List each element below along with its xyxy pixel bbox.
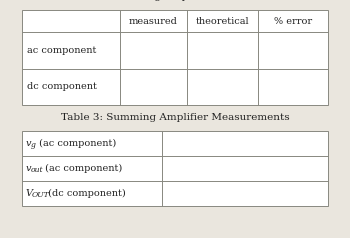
Text: g: g (30, 141, 35, 149)
Text: out: out (30, 166, 43, 174)
Text: V: V (26, 189, 33, 198)
Text: dc component: dc component (27, 82, 97, 91)
Text: Table 3: Summing Amplifier Measurements: Table 3: Summing Amplifier Measurements (61, 113, 289, 122)
Text: (ac component): (ac component) (36, 139, 116, 148)
Text: v: v (26, 164, 32, 173)
Text: OUT: OUT (32, 191, 49, 199)
Text: v: v (26, 139, 32, 148)
Text: theoretical: theoretical (196, 16, 249, 25)
Text: measured: measured (129, 16, 178, 25)
Bar (22, 10, 328, 105)
Text: ac component: ac component (27, 46, 96, 55)
Text: (ac component): (ac component) (42, 164, 122, 173)
Text: % error: % error (274, 16, 312, 25)
Bar (22, 131, 328, 206)
Text: Table 4: Summing Amplifier Partial Gains: Table 4: Summing Amplifier Partial Gains (66, 0, 284, 1)
Text: (dc component): (dc component) (45, 189, 126, 198)
